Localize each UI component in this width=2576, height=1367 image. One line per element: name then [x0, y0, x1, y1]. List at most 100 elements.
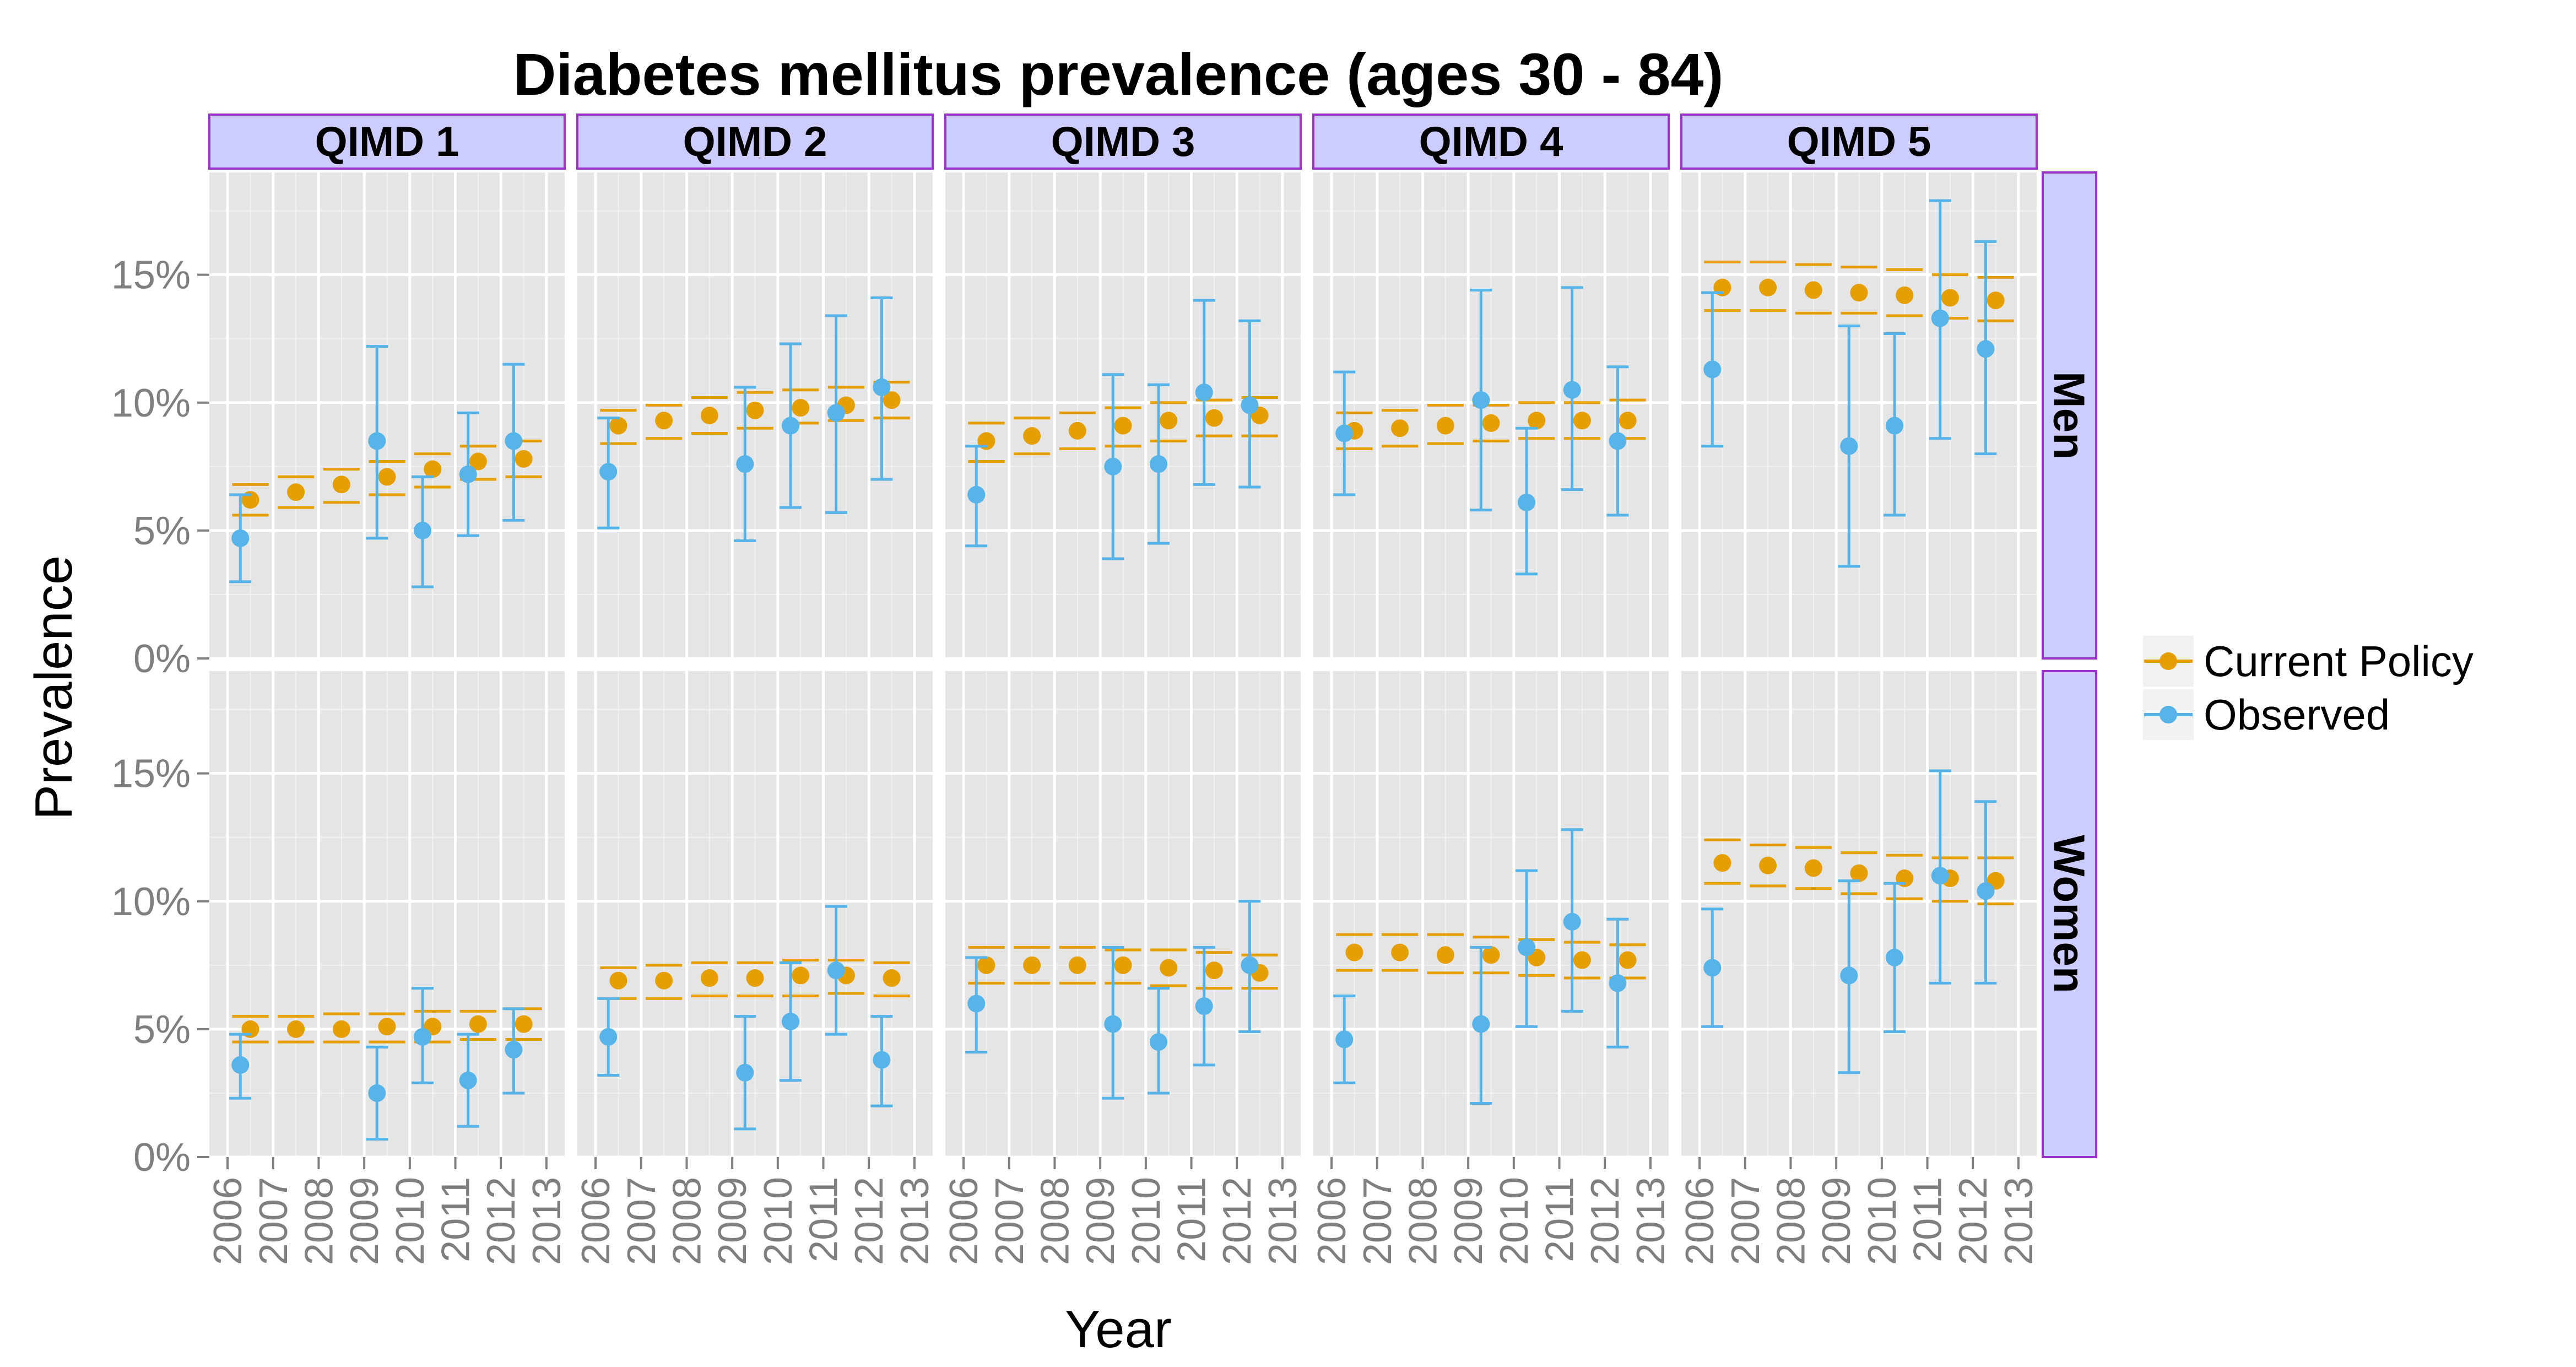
observed-point — [1703, 959, 1722, 977]
current-policy-point — [332, 476, 350, 494]
row-strip-label: Women — [2045, 835, 2094, 993]
observed-point — [782, 417, 799, 435]
observed-errorbar — [1193, 945, 1215, 1067]
x-tick-label: 2011 — [1170, 1177, 1214, 1262]
observed-point — [1518, 938, 1535, 957]
current-policy-point — [1528, 412, 1546, 430]
observed-point — [599, 1028, 618, 1046]
observed-point — [1241, 956, 1259, 974]
current-policy-point — [1068, 422, 1086, 440]
observed-errorbar — [502, 1007, 525, 1095]
current-policy-point — [1850, 284, 1868, 302]
observed-errorbar — [1929, 199, 1951, 440]
current-policy-point — [1713, 854, 1731, 872]
x-tick-label: 2012 — [1583, 1177, 1627, 1265]
x-tick-label: 2010 — [388, 1177, 432, 1265]
x-tick-label: 2011 — [802, 1177, 846, 1262]
observed-errorbar — [1838, 325, 1860, 568]
current-policy-point — [1482, 414, 1500, 432]
observed-errorbar — [597, 997, 620, 1077]
current-policy-point — [1160, 412, 1178, 430]
current-policy-point — [1759, 856, 1777, 874]
observed-point — [414, 521, 431, 539]
x-tick-label: 2011 — [1906, 1177, 1950, 1262]
observed-point — [459, 1071, 477, 1089]
observed-point — [1977, 882, 1995, 900]
observed-point — [1335, 1030, 1354, 1049]
observed-point — [459, 465, 477, 483]
current-policy-point — [609, 971, 627, 990]
observed-errorbar — [825, 905, 847, 1036]
observed-errorbar — [1561, 286, 1583, 491]
observed-point — [505, 1041, 523, 1059]
row-strip-box — [2042, 171, 2097, 660]
observed-point — [505, 432, 523, 450]
observed-point — [1931, 309, 1949, 327]
facet-strip-label: QIMD 1 — [315, 118, 459, 165]
facet-strip-box — [576, 114, 934, 170]
observed-errorbar — [229, 493, 252, 583]
facet-strip-label: QIMD 5 — [1787, 118, 1931, 165]
observed-point — [873, 1051, 891, 1069]
current-policy-point — [332, 1020, 350, 1038]
current-policy-point — [1619, 951, 1637, 969]
observed-errorbar — [1470, 289, 1492, 512]
current-policy-point — [977, 956, 995, 974]
current-policy-point — [1391, 419, 1409, 437]
observed-errorbar — [870, 1015, 893, 1107]
current-policy-point — [1619, 412, 1637, 430]
legend-item-observed: Observed — [2143, 689, 2390, 740]
observed-point — [1104, 1015, 1122, 1033]
x-tick-label: 2009 — [1079, 1177, 1123, 1265]
current-policy-point — [1850, 864, 1868, 882]
observed-point — [1931, 867, 1949, 885]
facet-strip-box — [208, 114, 566, 170]
x-tick-label: 2006 — [574, 1177, 618, 1265]
observed-point — [967, 485, 986, 504]
current-policy-point — [1114, 417, 1132, 435]
current-policy-point — [1436, 417, 1454, 435]
observed-errorbar — [1561, 828, 1583, 1013]
observed-errorbar — [825, 314, 847, 514]
y-tick-label: 15% — [111, 253, 191, 298]
observed-point — [368, 1084, 386, 1102]
current-policy-point — [1391, 943, 1409, 961]
x-tick-label: 2013 — [893, 1177, 937, 1265]
observed-point — [1150, 455, 1167, 473]
current-policy-point — [1023, 427, 1041, 445]
x-tick-label: 2008 — [665, 1177, 709, 1265]
current-policy-point — [1023, 956, 1041, 974]
panel-qimd-5-women: 2006 2007 2008 2009 2010 2011 2012 2013 — [1678, 671, 2041, 1265]
x-tick-label: 2007 — [988, 1177, 1032, 1265]
observed-point — [231, 1056, 250, 1074]
observed-point — [782, 1012, 799, 1030]
panel-qimd-3-women: 2006 2007 2008 2009 2010 2011 2012 2013 — [942, 671, 1305, 1265]
current-policy-point — [1804, 859, 1822, 877]
x-tick-label: 2006 — [942, 1177, 986, 1265]
chart-title: Diabetes mellitus prevalence (ages 30 - … — [513, 41, 1723, 107]
row-strip-women: Women — [2042, 670, 2097, 1158]
x-tick-label: 2009 — [1815, 1177, 1859, 1265]
x-tick-label: 2009 — [711, 1177, 755, 1265]
observed-errorbar — [1884, 332, 1906, 517]
x-tick-label: 2008 — [1401, 1177, 1445, 1265]
observed-errorbar — [1238, 900, 1261, 1034]
current-policy-point — [1345, 943, 1363, 961]
observed-errorbar — [412, 987, 434, 1084]
row-strip-label: Men — [2045, 371, 2094, 460]
facet-strip-label: QIMD 3 — [1051, 118, 1195, 165]
legend-label: Observed — [2204, 690, 2390, 739]
facet-strip-box — [1680, 114, 2038, 170]
x-tick-label: 2009 — [343, 1177, 387, 1265]
row-strip-men: Men — [2042, 171, 2097, 660]
x-tick-label: 2013 — [1997, 1177, 2041, 1265]
observed-errorbar — [366, 345, 388, 540]
current-policy-point — [1759, 278, 1777, 296]
current-policy-point — [287, 1020, 305, 1038]
current-policy-point — [469, 452, 487, 471]
observed-point — [1886, 948, 1903, 966]
observed-errorbar — [597, 417, 620, 529]
panel-qimd-4-women: 2006 2007 2008 2009 2010 2011 2012 2013 — [1310, 671, 1673, 1265]
observed-point — [1703, 360, 1722, 379]
x-tick-label: 2007 — [1724, 1177, 1768, 1265]
